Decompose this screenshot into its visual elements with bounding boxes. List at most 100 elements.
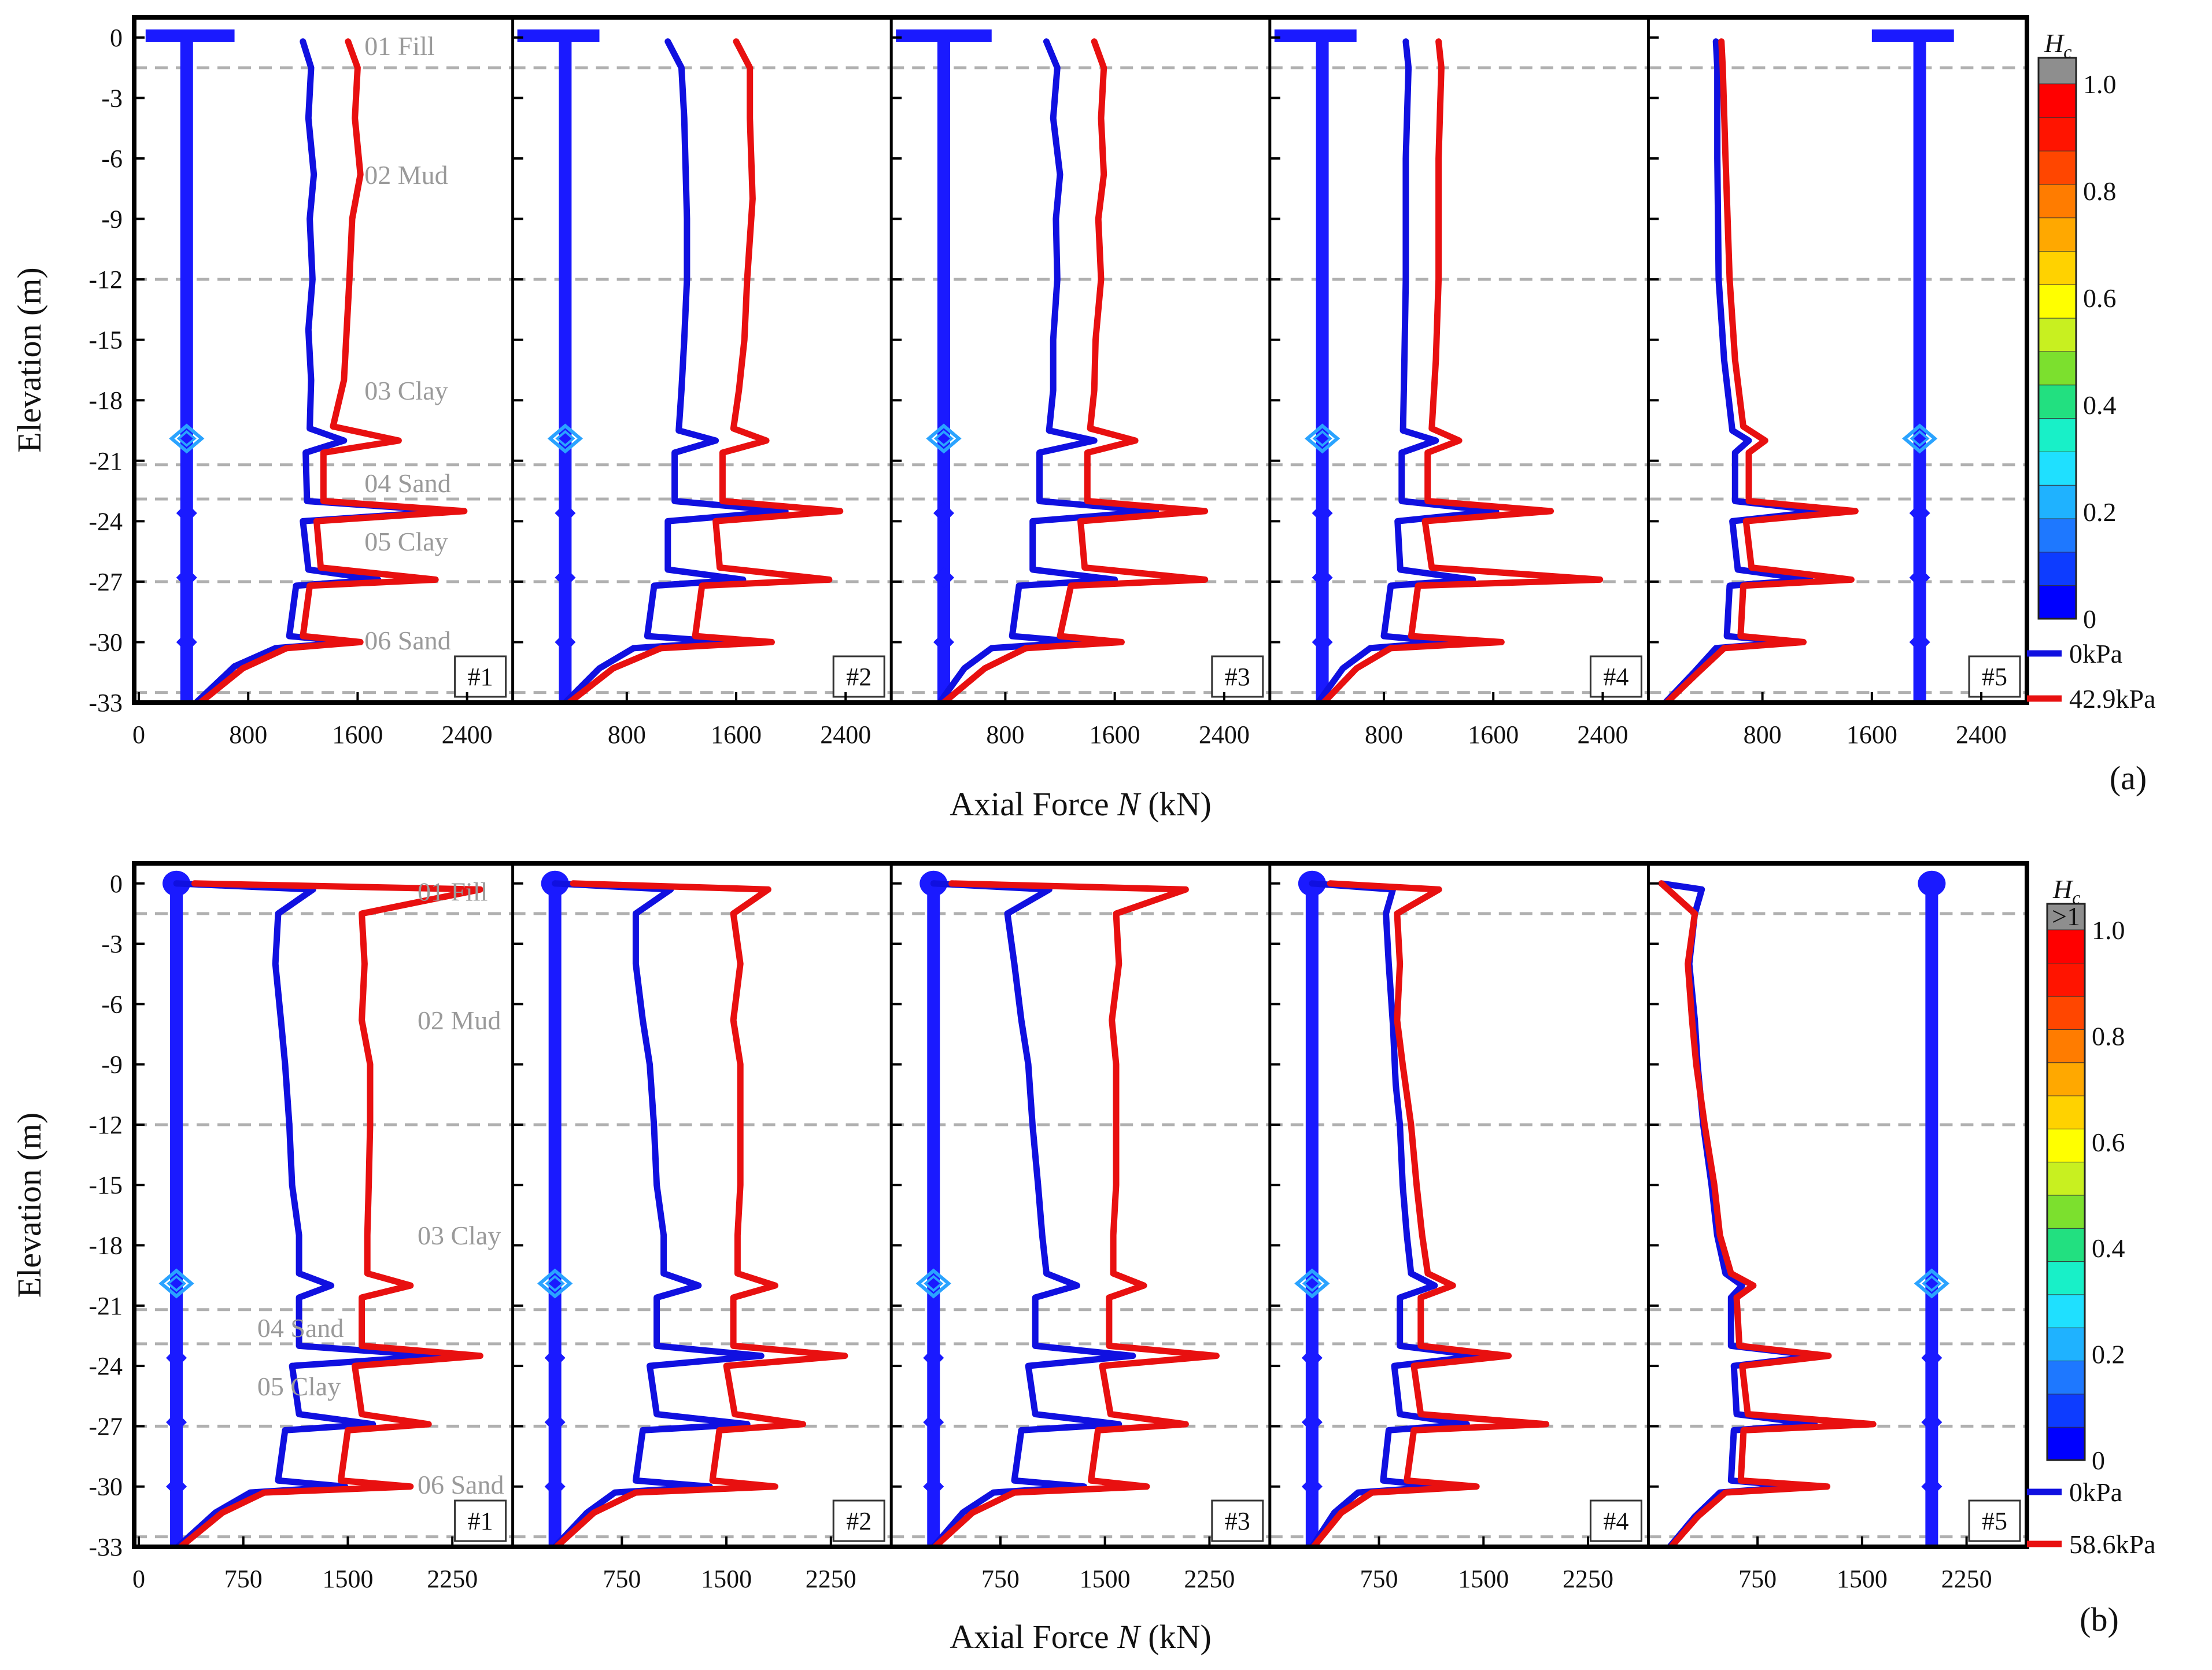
x-tick-label: 800: [1365, 721, 1403, 749]
series-line-loaded: [932, 880, 1220, 1547]
y-tick-label: -6: [101, 990, 123, 1018]
joint-marker: [933, 567, 954, 588]
y-tick-label: -15: [88, 326, 123, 354]
pile-id-tag: #5: [1968, 655, 2021, 698]
joint-marker: [1301, 1412, 1323, 1433]
chart-b: 01 Fill 02 Mud 03 Clay 04 Sand 05 Clay 06 San…: [10, 861, 2156, 1656]
y-tick-label: -33: [88, 689, 123, 717]
layer-label: 06 Sand: [418, 1470, 504, 1499]
sensor-marker: [926, 423, 962, 454]
pile-id-label: #2: [846, 663, 871, 691]
colorbar-cell: [2047, 1393, 2085, 1428]
colorbar-cell: [2047, 1228, 2085, 1262]
colorbar-cell: [2047, 1294, 2085, 1328]
legend-label: 0kPa: [2069, 639, 2122, 668]
x-tick-label: 1500: [322, 1565, 373, 1593]
colorbar-tick-label: 0.6: [2083, 283, 2117, 313]
joint-marker: [176, 567, 197, 588]
sensor-marker-inner: [1910, 430, 1930, 448]
y-tick-label: -27: [88, 1412, 123, 1440]
sensor-marker: [1294, 1268, 1330, 1299]
x-axis-title-pre: Axial Force: [950, 1618, 1117, 1656]
y-tick-label: -30: [88, 628, 123, 656]
colorbar-cell: [2038, 551, 2077, 586]
x-axis-title: Axial Force N (kN): [950, 1618, 1212, 1656]
colorbar-cell: [2038, 150, 2077, 185]
sensor-marker-inner: [176, 430, 197, 448]
legend-label: 0kPa: [2069, 1477, 2122, 1507]
colorbar-tick-label: 0.2: [2092, 1340, 2125, 1369]
pile-panel-3: #3 750 1500 2250: [889, 863, 1270, 1593]
x-tick-label: 1600: [1847, 721, 1897, 749]
pile-id-label: #5: [1982, 1507, 2007, 1535]
colorbar-tick-label: 0.4: [2092, 1233, 2125, 1263]
y-tick-label: -9: [101, 205, 123, 234]
chart-a: 01 Fill 02 Mud 03 Clay 04 Sand 05 Clay 06 San…: [10, 15, 2156, 823]
colorbar-over-label: >1: [2052, 901, 2080, 931]
series-line-zero: [552, 880, 765, 1547]
series-line-loaded: [1658, 880, 1877, 1547]
layer-label: 04 Sand: [364, 468, 451, 498]
layer-label: 06 Sand: [364, 626, 451, 655]
colorbar-cell: [2038, 351, 2077, 386]
pile-panel-4: #4 800 1600 2400: [1268, 17, 1649, 749]
x-tick-label: 800: [608, 721, 646, 749]
joint-marker: [923, 1347, 944, 1369]
joint-marker: [555, 503, 576, 524]
layer-label: 05 Clay: [364, 527, 448, 556]
pile-id-tag: #3: [1211, 655, 1264, 698]
x-tick-label: 2400: [1956, 721, 2007, 749]
layer-label: 01 Fill: [364, 31, 434, 61]
colorbar-tick-label: 0.8: [2083, 176, 2117, 206]
pile-id-tag: #1: [454, 655, 507, 698]
series-line-loaded: [1320, 38, 1604, 703]
joint-marker: [544, 1412, 566, 1433]
chart-frame: [132, 15, 2029, 705]
sensor-marker-inner: [933, 430, 954, 448]
series-line-loaded: [1663, 38, 1859, 703]
colorbar-tick-label: 0: [2092, 1446, 2105, 1475]
colorbar-cell: [2038, 418, 2077, 452]
joint-marker: [176, 631, 197, 653]
pile-panel-5: #5 800 1600 2400: [1646, 17, 2027, 749]
y-axis-title: Elevation (m): [10, 1113, 48, 1298]
sensor-marker-inner: [555, 430, 575, 448]
sensor-marker-inner: [924, 1274, 944, 1292]
colorbar-title-main: H: [2044, 28, 2065, 58]
x-tick-label: 0: [132, 721, 145, 749]
x-tick-label: 750: [1738, 1565, 1777, 1593]
y-tick-label: -21: [88, 1292, 123, 1320]
joint-marker: [1921, 1476, 1943, 1497]
colorbar-frame: [2037, 57, 2077, 620]
colorbar-tick-label: 0.8: [2092, 1021, 2125, 1051]
joint-marker: [923, 1412, 944, 1433]
joint-marker: [555, 567, 576, 588]
x-tick-label: 2400: [1577, 721, 1628, 749]
layer-label: 03 Clay: [418, 1221, 501, 1250]
x-tick-label: 2250: [806, 1565, 856, 1593]
y-tick-label: -33: [88, 1533, 123, 1561]
y-tick-label: -6: [101, 145, 123, 173]
y-tick-label: 0: [110, 24, 123, 52]
pile-id-tag: #2: [832, 1499, 885, 1542]
pile-panel-2: #2 750 1500 2250: [511, 863, 892, 1593]
legend: 0kPa 58.6kPa: [2027, 1477, 2156, 1559]
plot-area: [1648, 29, 2027, 703]
colorbar-tick-label: 1.0: [2083, 69, 2117, 99]
layer-label: 01 Fill: [418, 877, 488, 907]
x-tick-label: 750: [603, 1565, 641, 1593]
sensor-marker-inner: [1922, 1274, 1942, 1292]
x-tick-label: 2250: [1563, 1565, 1613, 1593]
y-tick-label: -21: [88, 447, 123, 475]
colorbar-cell: [2038, 518, 2077, 553]
pile-cap: [517, 29, 600, 42]
series-line-zero: [1658, 880, 1821, 1547]
series-line-zero: [1315, 38, 1500, 703]
pile-id-label: #4: [1603, 663, 1628, 691]
y-tick-label: -24: [88, 1352, 123, 1380]
x-axis-title-post: (kN): [1140, 785, 1212, 823]
pile-id-tag: #5: [1968, 1499, 2021, 1542]
joint-marker: [544, 1476, 566, 1497]
joint-marker: [1909, 503, 1930, 524]
plot-area: [512, 29, 892, 703]
